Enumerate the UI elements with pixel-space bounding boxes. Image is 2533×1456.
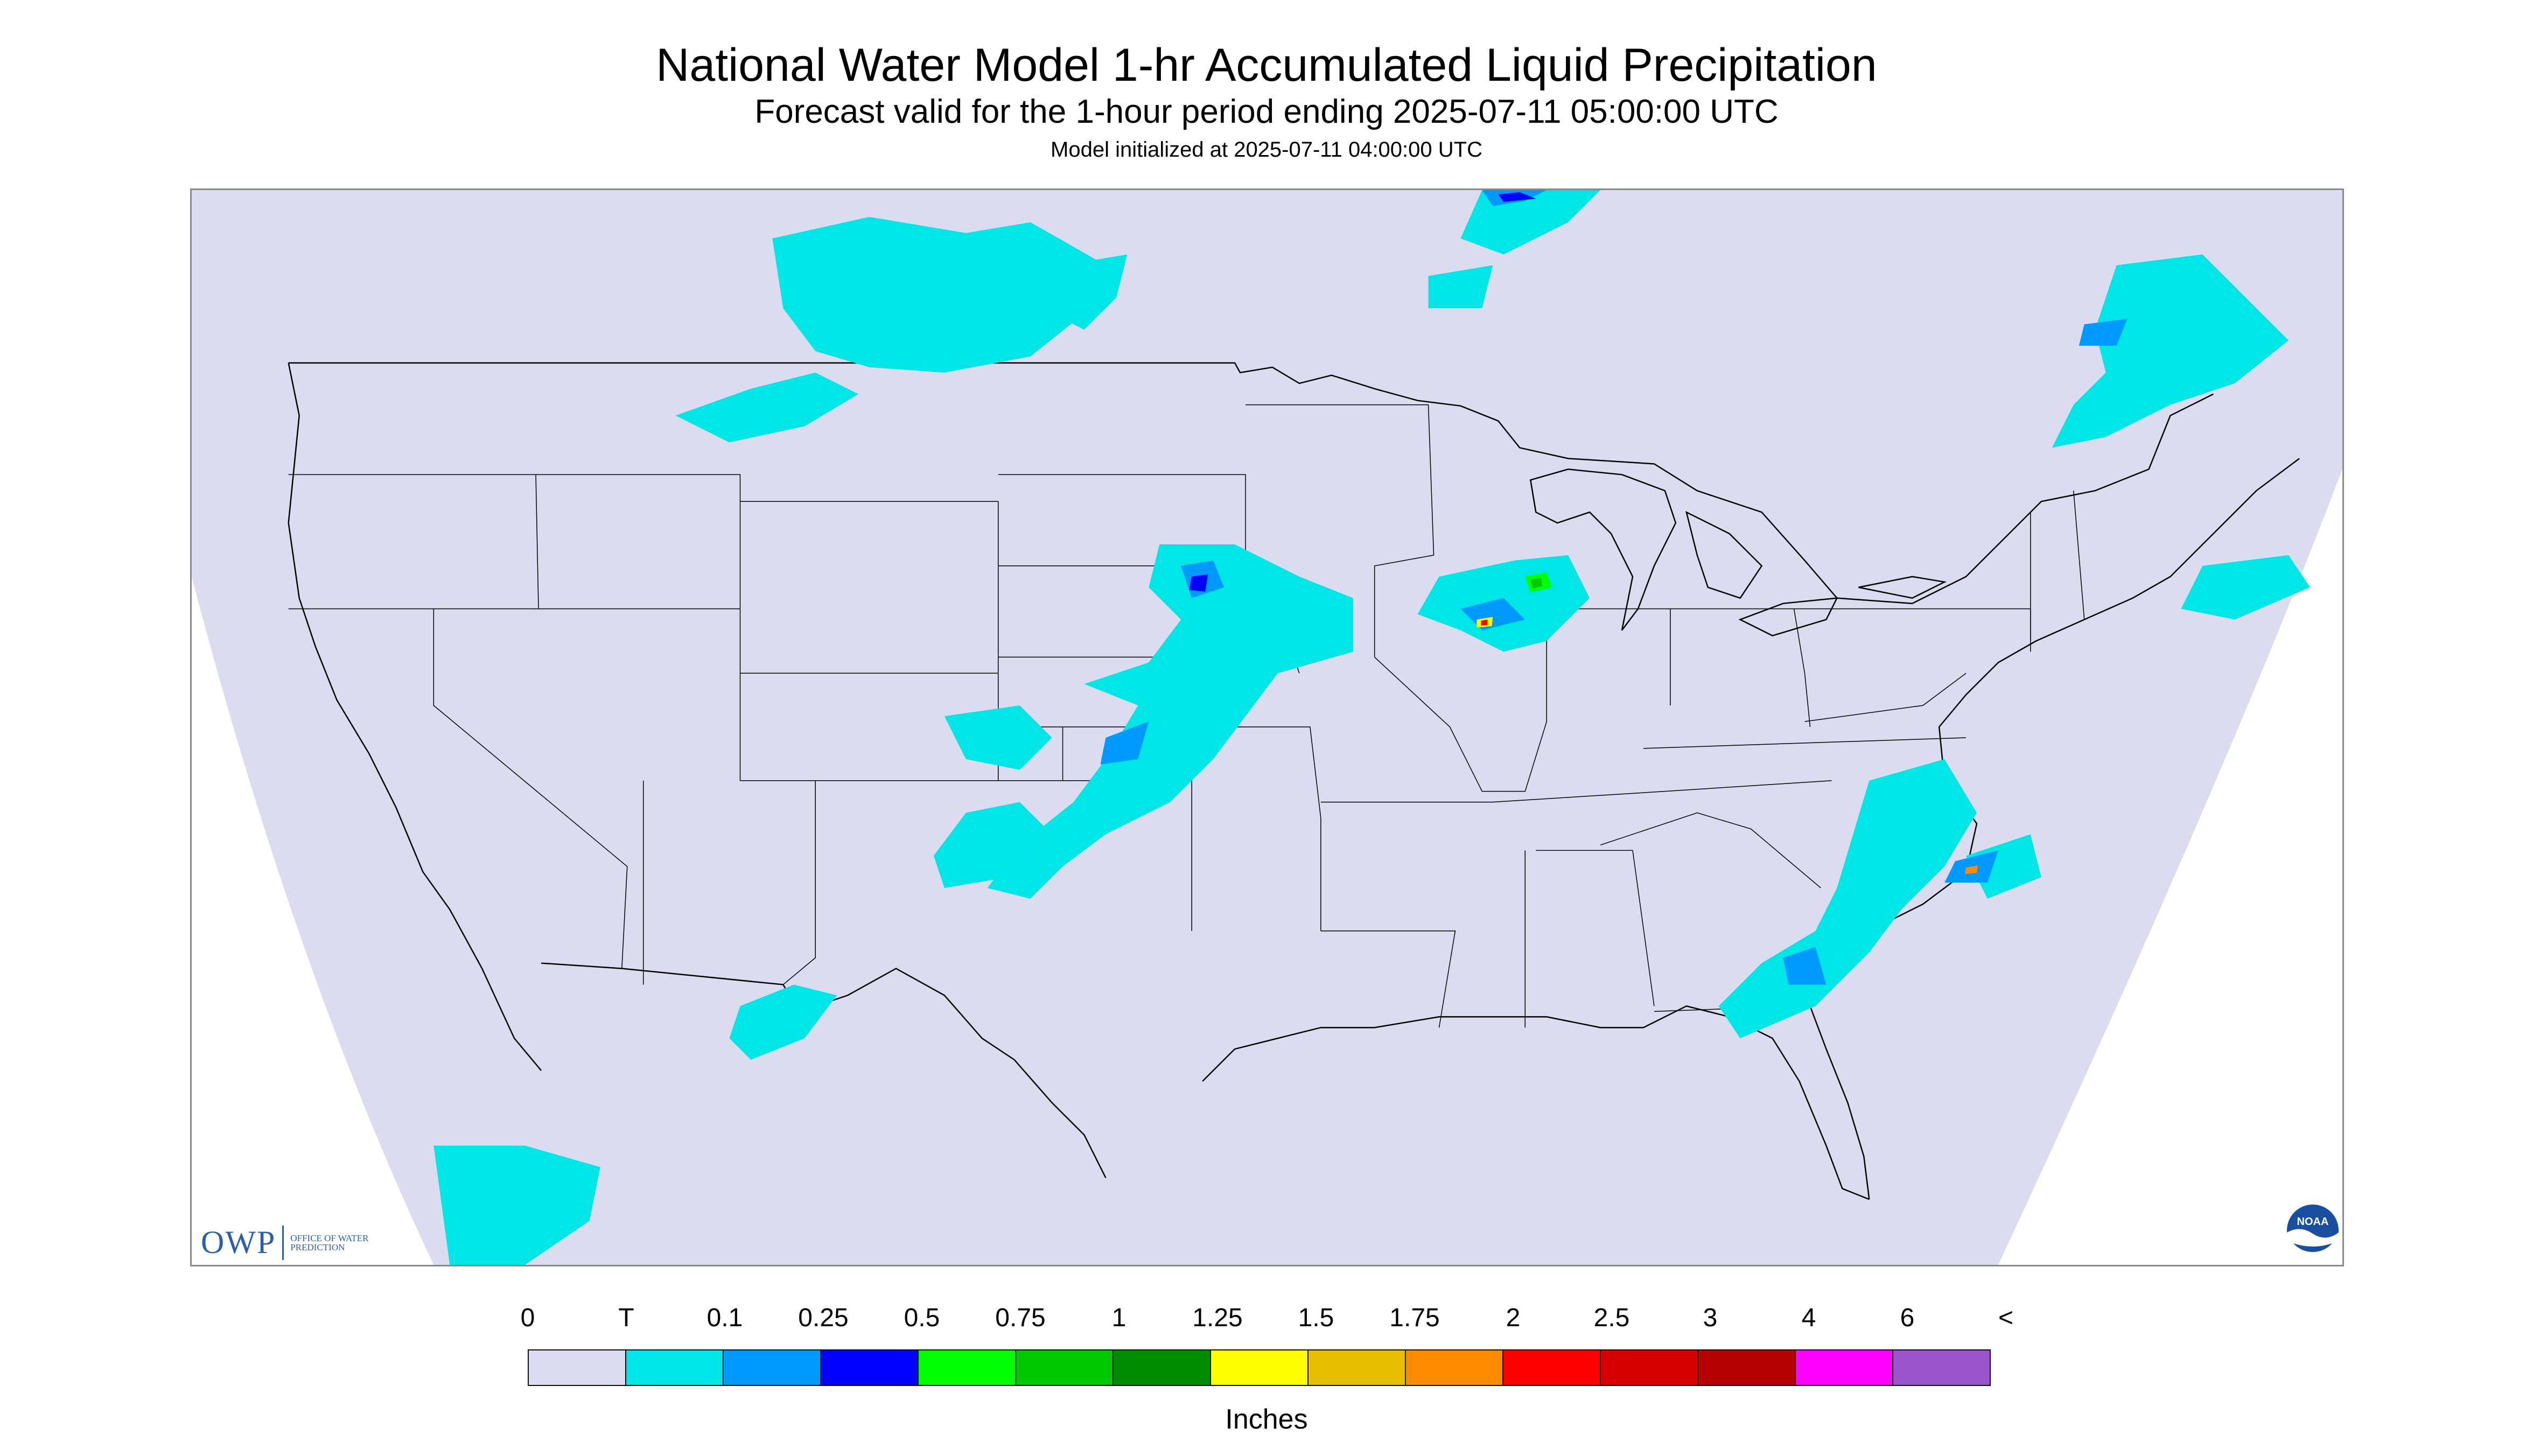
legend-swatch xyxy=(820,1349,919,1386)
owp-logo-letters: OWP xyxy=(201,1224,276,1260)
map-canvas xyxy=(192,190,2342,1265)
legend-label: 0.5 xyxy=(904,1304,940,1332)
legend-swatch xyxy=(1502,1349,1601,1386)
forecast-valid-subtitle: Forecast valid for the 1-hour period end… xyxy=(754,93,1779,130)
legend-label: 0.75 xyxy=(995,1304,1046,1332)
legend-swatch xyxy=(723,1349,821,1386)
legend-label: 0.25 xyxy=(798,1304,849,1332)
legend-label: 6 xyxy=(1900,1304,1915,1332)
legend-label: 1.25 xyxy=(1192,1304,1243,1332)
gulf-coast xyxy=(1202,1005,1870,1200)
legend-swatch xyxy=(1697,1349,1796,1386)
legend-label: 1.75 xyxy=(1389,1304,1440,1332)
noaa-logo-text: NOAA xyxy=(2297,1216,2329,1228)
legend-swatch xyxy=(1405,1349,1503,1386)
page-title: National Water Model 1-hr Accumulated Li… xyxy=(656,39,1877,91)
mexico-border xyxy=(541,962,1107,1179)
legend-label: 1.5 xyxy=(1298,1304,1334,1332)
legend-swatch xyxy=(1600,1349,1698,1386)
legend-label: 1 xyxy=(1111,1304,1126,1332)
legend-swatch xyxy=(528,1349,626,1386)
legend-label: 2 xyxy=(1506,1304,1521,1332)
owp-logo-divider xyxy=(282,1225,284,1260)
legend-units: Inches xyxy=(1225,1404,1308,1435)
legend-swatch xyxy=(625,1349,724,1386)
great-lakes xyxy=(1529,468,1677,631)
legend-color-bar xyxy=(528,1349,1991,1386)
state-lines xyxy=(288,404,2085,1028)
legend-swatch xyxy=(1795,1349,1893,1386)
legend-labels: 0 T 0.1 0.25 0.5 0.75 1 1.25 1.5 1.75 2 2.5 3 4 6 < xyxy=(521,1303,2016,1341)
precipitation-areas xyxy=(433,190,2311,1265)
canada-us-border xyxy=(288,362,2214,604)
precipitation-map: OWP OFFICE OF WATER PREDICTION NOAA xyxy=(190,188,2344,1266)
legend-swatch xyxy=(1015,1349,1114,1386)
owp-logo-subtext: OFFICE OF WATER PREDICTION xyxy=(290,1233,369,1252)
legend-label: 0.1 xyxy=(706,1304,743,1332)
noaa-logo: NOAA xyxy=(2287,1205,2339,1257)
legend-swatch xyxy=(1307,1349,1406,1386)
owp-logo: OWP OFFICE OF WATER PREDICTION xyxy=(201,1224,371,1261)
legend-swatch xyxy=(918,1349,1016,1386)
legend-label: < xyxy=(1998,1304,2014,1332)
model-initialized-line: Model initialized at 2025-07-11 04:00:00… xyxy=(1051,138,1482,162)
model-domain xyxy=(192,190,2342,1265)
pacific-coast xyxy=(288,362,542,1071)
legend-swatch xyxy=(1210,1349,1309,1386)
legend-label: 2.5 xyxy=(1593,1304,1630,1332)
legend-label: 3 xyxy=(1703,1304,1718,1332)
legend-label: 0 xyxy=(520,1304,535,1332)
legend-label: 4 xyxy=(1801,1304,1816,1332)
legend-label: T xyxy=(618,1304,634,1332)
legend-swatch xyxy=(1892,1349,1991,1386)
legend-swatch xyxy=(1112,1349,1211,1386)
